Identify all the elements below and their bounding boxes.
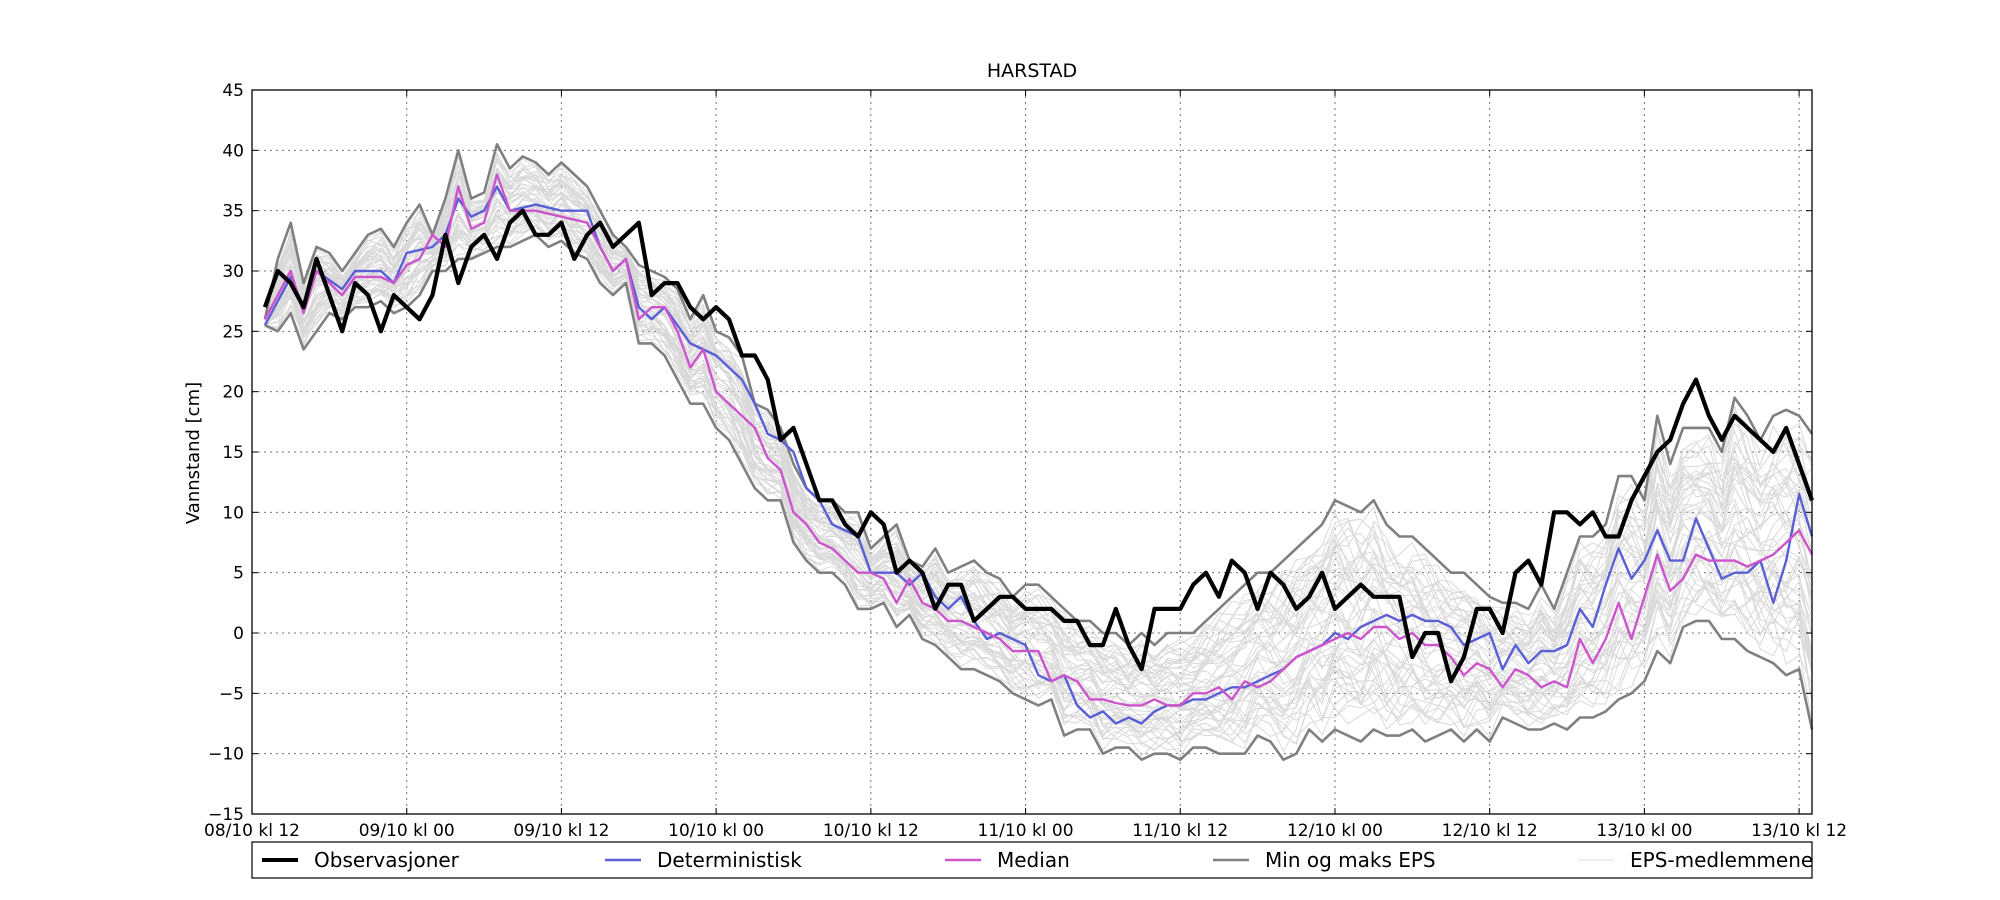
y-tick-label: 25 — [222, 322, 244, 342]
eps-member-line — [264, 151, 1813, 676]
eps-member-line — [264, 180, 1813, 697]
series-line-det — [263, 185, 1814, 725]
series-line-min — [264, 233, 1814, 761]
x-axis: 08/10 kl 12 09/10 kl 00 09/10 kl 12 10/10 k… — [204, 90, 1847, 841]
eps-members — [264, 151, 1813, 757]
y-tick-label: 30 — [222, 262, 244, 282]
eps-member-line — [264, 193, 1813, 720]
x-tick-label: 13/10 kl 12 — [1751, 821, 1847, 841]
x-tick-label: 12/10 kl 00 — [1287, 821, 1383, 841]
eps-member-line — [264, 162, 1813, 688]
x-tick-label: 09/10 kl 12 — [513, 821, 609, 841]
eps-member-line — [264, 217, 1813, 751]
x-tick-label: 09/10 kl 00 — [359, 821, 455, 841]
eps-member-line — [264, 165, 1813, 684]
chart-title: HARSTAD — [987, 60, 1077, 82]
y-tick-label: 10 — [222, 503, 244, 523]
y-tick-label: 0 — [233, 624, 244, 644]
eps-member-line — [264, 205, 1813, 739]
series-lines — [262, 143, 1814, 761]
eps-member-line — [264, 210, 1813, 750]
y-tick-label: 20 — [222, 383, 244, 403]
legend-label-obs: Observasjoner — [314, 848, 460, 872]
x-tick-label: 10/10 kl 12 — [823, 821, 919, 841]
series-line-obs — [262, 208, 1814, 684]
y-axis-title: Vannstand [cm] — [183, 382, 204, 524]
eps-member-line — [264, 219, 1813, 746]
eps-member-line — [264, 163, 1813, 685]
legend-label-median: Median — [997, 848, 1070, 872]
y-axis: −15 −10 −5 0 5 10 15 20 25 30 35 40 45 — [208, 81, 1812, 825]
eps-member-line — [264, 208, 1813, 741]
x-tick-label: 11/10 kl 00 — [978, 821, 1074, 841]
x-tick-label: 13/10 kl 00 — [1596, 821, 1692, 841]
y-tick-label: −5 — [219, 684, 244, 704]
series-line-median — [263, 173, 1814, 707]
eps-member-line — [264, 188, 1813, 707]
eps-member-line — [264, 160, 1813, 674]
eps-member-line — [264, 166, 1813, 691]
y-tick-label: 15 — [222, 443, 244, 463]
legend-label-minmax: Min og maks EPS — [1265, 848, 1436, 872]
y-tick-label: 40 — [222, 141, 244, 161]
eps-member-line — [264, 215, 1813, 751]
eps-member-line — [264, 211, 1813, 744]
x-tick-label: 08/10 kl 12 — [204, 821, 300, 841]
y-tick-label: 45 — [222, 81, 244, 101]
y-tick-label: −10 — [208, 745, 244, 765]
x-tick-label: 12/10 kl 12 — [1442, 821, 1538, 841]
eps-member-line — [264, 172, 1813, 692]
legend: Observasjoner Deterministisk Median Min og … — [251, 841, 1813, 879]
eps-member-line — [264, 157, 1813, 678]
x-tick-label: 10/10 kl 00 — [668, 821, 764, 841]
grid — [252, 90, 1812, 814]
y-tick-label: 5 — [233, 564, 244, 584]
x-tick-label: 11/10 kl 12 — [1132, 821, 1228, 841]
eps-member-line — [264, 153, 1813, 669]
series-line-max — [263, 143, 1814, 647]
y-tick-label: −15 — [208, 805, 244, 825]
eps-member-line — [264, 187, 1813, 696]
legend-box — [251, 841, 1813, 879]
legend-label-det: Deterministisk — [657, 848, 802, 872]
eps-member-line — [264, 156, 1813, 671]
eps-member-line — [264, 211, 1813, 743]
eps-member-line — [264, 216, 1813, 732]
legend-label-members: EPS-medlemmene — [1630, 848, 1813, 872]
eps-member-line — [264, 196, 1813, 727]
y-tick-label: 35 — [222, 202, 244, 222]
eps-member-line — [264, 187, 1813, 710]
eps-member-line — [264, 211, 1813, 751]
